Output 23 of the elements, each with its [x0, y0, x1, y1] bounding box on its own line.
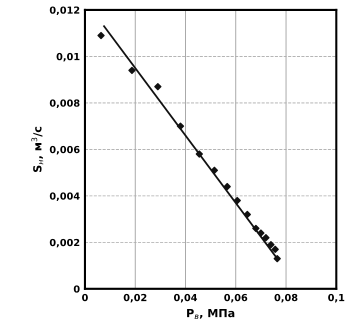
y-tick-label: 0,01: [56, 52, 80, 62]
point: [234, 196, 241, 204]
point: [154, 83, 162, 90]
x-tick-label: 0,02: [124, 294, 146, 302]
y-tick-label: 0,002: [50, 238, 80, 248]
point: [262, 234, 270, 242]
point: [97, 32, 105, 40]
x-tick-label: 0,04: [174, 294, 198, 302]
x-tick-label: 0,1: [328, 294, 344, 302]
point: [128, 66, 136, 74]
point: [224, 182, 231, 190]
point: [272, 246, 279, 253]
point: [267, 241, 275, 248]
x-tick-label: 0: [82, 294, 88, 302]
x-tick-label: 0,06: [224, 294, 248, 302]
x-tick-label: 0,08: [274, 294, 298, 302]
y-tick-label: 0,012: [50, 6, 80, 16]
y-tick-label: 0: [74, 285, 80, 293]
x-axis-title: P$_{в}$, МПа: [187, 309, 234, 319]
y-tick-label: 0,004: [50, 192, 80, 201]
y-tick-label: 0,006: [50, 146, 80, 154]
y-axis-title: S$_{н}$, м$^{3}$/с: [31, 126, 44, 172]
y-tick-label: 0,008: [50, 99, 80, 108]
